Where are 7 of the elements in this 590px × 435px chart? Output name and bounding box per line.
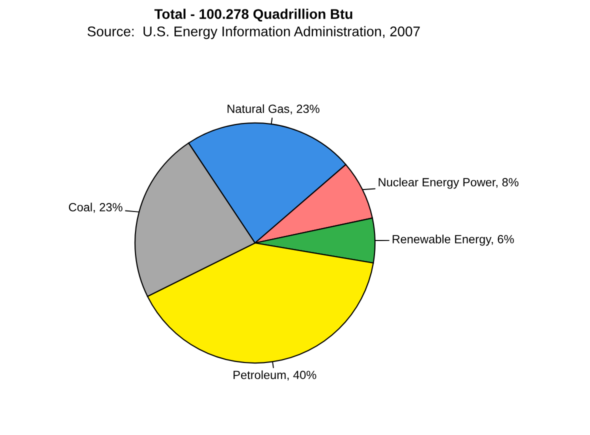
chart-subtitle: Source: U.S. Energy Information Administration, 2007 xyxy=(88,26,420,40)
slice-label: Nuclear Energy Power, 8% xyxy=(378,178,518,189)
slice-label: Coal, 23% xyxy=(68,202,122,213)
slice-label: Petroleum, 40% xyxy=(234,370,316,381)
chart-title: Total - 100.278 Quadrillion Btu xyxy=(154,8,352,22)
slice-label: Natural Gas, 23% xyxy=(228,104,320,114)
slice-label: Renewable Energy, 6% xyxy=(392,234,514,246)
